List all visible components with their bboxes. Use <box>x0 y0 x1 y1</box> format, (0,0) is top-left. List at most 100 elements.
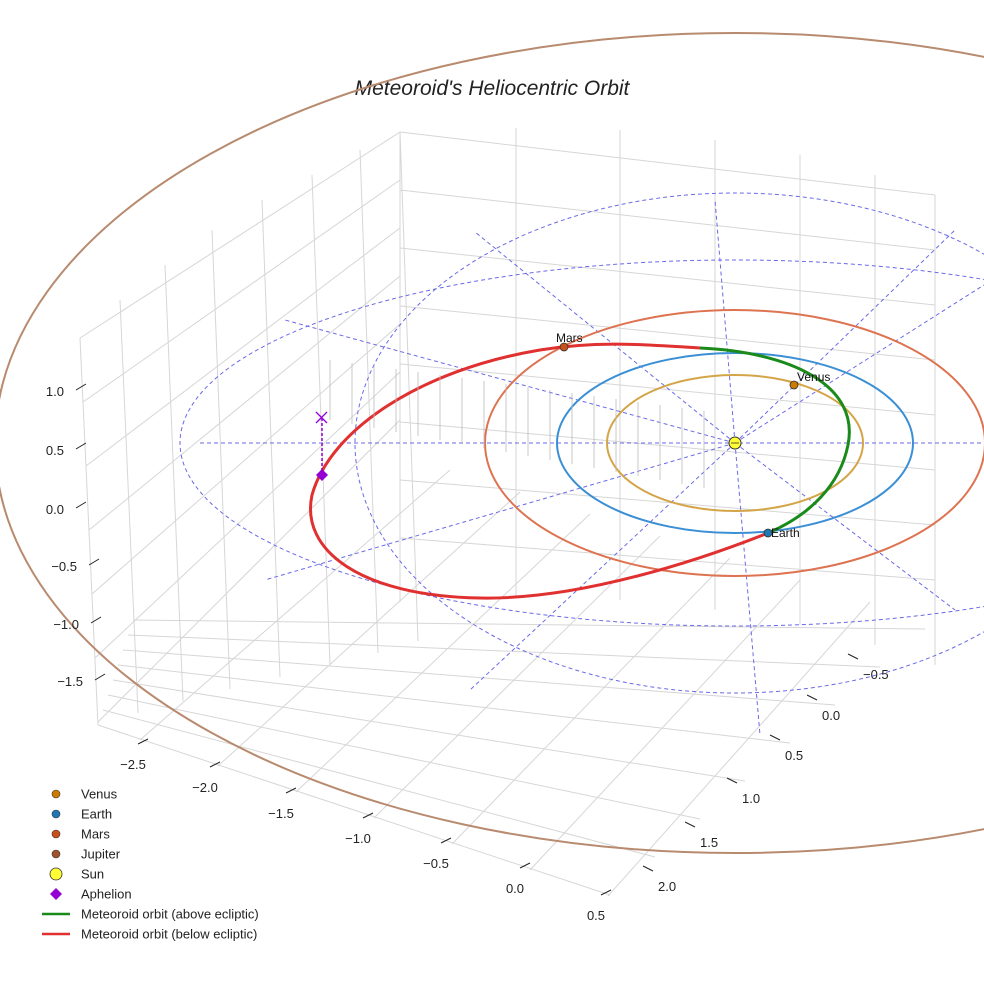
z-tick-mark <box>88 558 100 566</box>
y-tick-mark <box>642 865 654 872</box>
y-tick-mark <box>726 777 738 784</box>
reference-ring <box>179 259 984 627</box>
grid-line <box>399 131 936 196</box>
grid-line <box>261 199 281 678</box>
mars-orbit <box>484 309 984 577</box>
grid-line <box>122 649 836 706</box>
x-tick-mark <box>519 862 531 869</box>
aphelion-marker <box>316 469 328 481</box>
legend: Venus Earth Mars Jupiter Sun Aphelion Meteoroi… <box>42 787 259 942</box>
legend-marker <box>51 789 61 799</box>
mars-label: Mars <box>556 331 583 345</box>
jupiter-orbit <box>0 32 984 854</box>
chart-title: Meteoroid's Heliocentric Orbit <box>355 77 631 100</box>
legend-label: Jupiter <box>81 847 121 862</box>
reference-ray <box>734 284 984 444</box>
reference-ring <box>354 192 984 694</box>
orbit-layer <box>0 32 984 854</box>
z-tick-label: −1.0 <box>53 617 79 632</box>
x-tick-mark <box>137 738 149 745</box>
z-tick-mark <box>90 616 102 624</box>
y-tick-mark <box>769 734 781 741</box>
axes-grid <box>79 128 936 897</box>
grid-line <box>399 189 936 251</box>
legend-label: Earth <box>81 807 112 822</box>
reference-ray <box>734 442 761 736</box>
z-tick-label: 1.0 <box>46 384 64 399</box>
z-tick-label: 0.5 <box>46 443 64 458</box>
grid-line <box>91 323 401 595</box>
earth-marker <box>763 528 773 538</box>
grid-line <box>132 619 926 630</box>
y-tick-label: −0.5 <box>863 667 889 682</box>
aphelion-projection-marker <box>315 411 328 424</box>
grid-line <box>85 227 401 467</box>
grid-line <box>88 275 401 531</box>
legend-label: Meteoroid orbit (above ecliptic) <box>81 907 259 922</box>
y-tick-mark <box>847 653 859 660</box>
x-tick-label: −2.0 <box>192 780 218 795</box>
mars-marker <box>559 342 569 352</box>
grid-line <box>117 664 791 744</box>
x-tick-label: 0.5 <box>587 908 605 923</box>
grid-line <box>399 479 936 526</box>
z-tick-mark <box>75 501 87 509</box>
legend-item: Meteoroid orbit (above ecliptic) <box>42 907 259 922</box>
y-tick-label: 1.0 <box>742 791 760 806</box>
earth-orbit <box>556 352 914 534</box>
grid-line <box>97 419 401 723</box>
y-tick-label: 0.0 <box>822 708 840 723</box>
grid-line <box>529 579 801 871</box>
grid-line <box>311 174 331 666</box>
legend-item: Meteoroid orbit (below ecliptic) <box>42 927 257 942</box>
legend-item: Aphelion <box>50 887 132 902</box>
meteoroid-orbit-above <box>699 346 851 535</box>
grid-line <box>399 421 936 471</box>
legend-item: Mars <box>51 827 110 842</box>
reference-ray <box>474 231 736 444</box>
grid-line <box>607 601 871 897</box>
legend-label: Aphelion <box>81 887 132 902</box>
legend-label: Mars <box>81 827 110 842</box>
legend-item: Venus <box>51 787 118 802</box>
meteoroid-orbit-below <box>309 342 769 600</box>
x-tick-label: −1.5 <box>268 806 294 821</box>
legend-label: Venus <box>81 787 118 802</box>
legend-item: Earth <box>51 807 112 822</box>
grid-line <box>164 264 184 702</box>
y-tick-mark <box>806 694 818 701</box>
venus-orbit <box>606 374 864 512</box>
marker-layer: Venus Earth Mars <box>315 331 830 540</box>
grid-line <box>107 694 701 820</box>
z-tick-label: −1.5 <box>57 674 83 689</box>
x-tick-mark <box>285 787 297 794</box>
y-tick-mark <box>684 821 696 828</box>
grid-line <box>94 371 401 659</box>
legend-marker <box>51 829 61 839</box>
reference-ray <box>734 442 956 611</box>
grid-line <box>119 299 139 714</box>
z-tick-mark <box>75 442 87 450</box>
grid-line <box>139 469 451 741</box>
legend-label: Meteoroid orbit (below ecliptic) <box>81 927 257 942</box>
x-tick-label: −2.5 <box>120 757 146 772</box>
legend-marker <box>51 809 61 819</box>
reference-ray <box>264 442 736 581</box>
tick-layer: −2.5 −2.0 −1.5 −1.0 −0.5 0.0 0.5 −0.5 0.0 0.5 1.0 1… <box>46 383 889 923</box>
grid-line <box>399 363 936 416</box>
legend-marker <box>49 867 63 881</box>
y-tick-label: 0.5 <box>785 748 803 763</box>
z-tick-mark <box>75 383 87 391</box>
z-tick-label: −0.5 <box>51 559 77 574</box>
grid-line <box>97 724 611 896</box>
z-tick-mark <box>94 673 106 681</box>
venus-label: Venus <box>797 370 830 384</box>
reference-ray <box>469 442 736 691</box>
grid-line <box>217 491 521 767</box>
x-tick-label: 0.0 <box>506 881 524 896</box>
grid-line <box>79 337 99 726</box>
z-tick-label: 0.0 <box>46 502 64 517</box>
grid-line <box>112 679 746 782</box>
venus-marker <box>789 380 799 390</box>
x-tick-mark <box>209 761 221 768</box>
